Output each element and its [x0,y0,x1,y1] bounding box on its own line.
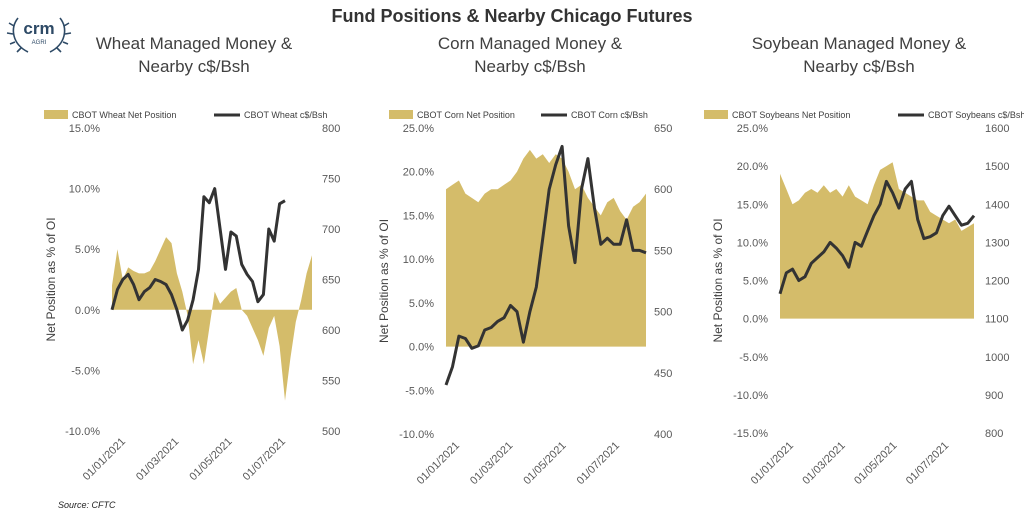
x-tick-1-2: 01/05/2021 [521,440,568,487]
x-tick-0-1: 01/03/2021 [134,436,181,483]
right-tick-2-4: 1200 [985,276,1009,288]
line-series-2 [778,179,976,295]
x-tick-0-0: 01/01/2021 [81,436,128,483]
legend-label-area-2: CBOT Soybeans Net Position [732,110,850,120]
left-tick-0-2: 0.0% [75,305,100,317]
left-tick-1-2: 0.0% [409,342,434,354]
left-tick-2-7: 20.0% [737,161,768,173]
legend-label-area-0: CBOT Wheat Net Position [72,110,176,120]
page-title: Fund Positions & Nearby Chicago Futures [331,6,693,26]
y-axis-label-1: Net Position as % of OI [377,219,391,343]
right-tick-0-3: 650 [322,275,340,287]
left-tick-1-7: 25.0% [403,123,434,135]
area-series-2 [780,162,974,319]
right-tick-1-0: 400 [654,429,672,441]
area-series-1 [446,149,646,347]
chart-title-wheat: Wheat Managed Money & Nearby c$/Bsh [95,34,293,76]
chart-title-soybean: Soybean Managed Money & Nearby c$/Bsh [751,34,967,76]
left-tick-0-4: 10.0% [69,184,100,196]
legend-label-line-2: CBOT Soybeans c$/Bsh [928,110,1024,120]
right-tick-2-6: 1400 [985,199,1009,211]
x-tick-1-1: 01/03/2021 [468,440,515,487]
left-tick-0-3: 5.0% [75,244,100,256]
left-tick-2-8: 25.0% [737,123,768,135]
line-series-1 [444,144,647,386]
left-tick-2-0: -15.0% [733,428,768,440]
logo: crm AGRI [6,17,72,53]
right-tick-1-5: 650 [654,123,672,135]
x-tick-2-3: 01/07/2021 [904,440,951,487]
left-tick-1-5: 15.0% [403,210,434,222]
chart-title-corn: Corn Managed Money & Nearby c$/Bsh [437,34,623,76]
right-tick-0-4: 700 [322,224,340,236]
y-axis-label-2: Net Position as % of OI [711,218,725,342]
x-tick-1-0: 01/01/2021 [415,440,462,487]
left-tick-2-2: -5.0% [739,352,768,364]
left-tick-1-1: -5.0% [405,385,434,397]
right-tick-2-3: 1100 [985,314,1009,326]
left-tick-1-0: -10.0% [399,429,434,441]
right-tick-2-1: 900 [985,390,1003,402]
logo-text: crm [23,19,54,38]
laurel-wreath-icon [6,17,72,53]
left-tick-2-6: 15.0% [737,199,768,211]
left-tick-2-5: 10.0% [737,237,768,249]
x-tick-2-2: 01/05/2021 [852,440,899,487]
right-tick-0-6: 800 [322,123,340,135]
left-tick-1-6: 20.0% [403,167,434,179]
left-tick-0-1: -5.0% [71,365,100,377]
x-tick-2-0: 01/01/2021 [749,440,796,487]
right-tick-2-0: 800 [985,428,1003,440]
right-tick-0-2: 600 [322,325,340,337]
left-tick-2-4: 5.0% [743,276,768,288]
left-tick-1-3: 5.0% [409,298,434,310]
logo-subtext: AGRI [32,40,47,46]
legend-swatch-area-2 [704,110,728,119]
right-tick-1-4: 600 [654,184,672,196]
right-tick-2-2: 1000 [985,352,1009,364]
source-note: Source: CFTC [58,500,116,510]
right-tick-1-2: 500 [654,307,672,319]
right-tick-0-5: 750 [322,174,340,186]
right-tick-1-1: 450 [654,368,672,380]
left-tick-2-3: 0.0% [743,314,768,326]
right-tick-0-0: 500 [322,426,340,438]
x-tick-0-2: 01/05/2021 [187,436,234,483]
left-tick-2-1: -10.0% [733,390,768,402]
right-tick-2-8: 1600 [985,123,1009,135]
right-tick-2-5: 1300 [985,237,1009,249]
y-axis-label-0: Net Position as % of OI [44,217,58,341]
left-tick-0-5: 15.0% [69,123,100,135]
legend-swatch-area-1 [389,110,413,119]
right-tick-1-3: 550 [654,245,672,257]
x-tick-1-3: 01/07/2021 [575,440,622,487]
legend-label-line-1: CBOT Corn c$/Bsh [571,110,648,120]
line-series-0 [110,187,286,332]
right-tick-0-1: 550 [322,376,340,388]
legend-label-area-1: CBOT Corn Net Position [417,110,515,120]
legend-label-line-0: CBOT Wheat c$/Bsh [244,110,327,120]
right-tick-2-7: 1500 [985,161,1009,173]
x-tick-0-3: 01/07/2021 [241,436,288,483]
legend-swatch-area-0 [44,110,68,119]
area-series-0 [112,237,312,401]
left-tick-1-4: 10.0% [403,254,434,266]
x-tick-2-1: 01/03/2021 [800,440,847,487]
left-tick-0-0: -10.0% [65,426,100,438]
